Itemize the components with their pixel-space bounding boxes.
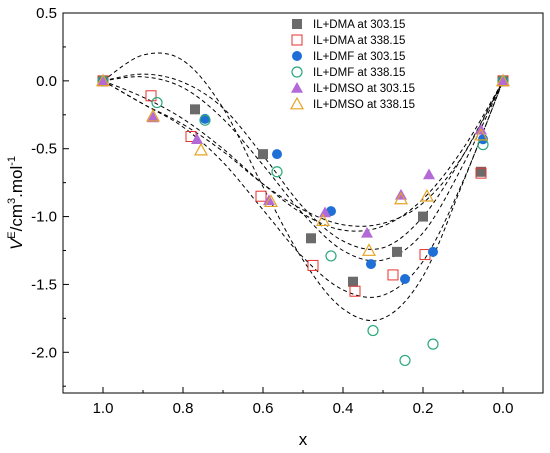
data-point bbox=[95, 73, 111, 87]
data-point bbox=[349, 285, 361, 297]
y-axis-title-unit: /cm bbox=[7, 204, 26, 231]
data-point bbox=[258, 149, 268, 160]
data-point bbox=[191, 133, 203, 145]
legend-label: IL+DMSO at 303.15 bbox=[313, 83, 415, 95]
y-axis-title: VE/cm3.mol-1 bbox=[6, 156, 26, 250]
data-point bbox=[361, 226, 373, 238]
y-tick-label: -0.5 bbox=[31, 141, 57, 158]
data-point bbox=[319, 206, 331, 218]
fit-curves bbox=[102, 52, 504, 322]
legend-label: IL+DMF at 338.15 bbox=[313, 67, 405, 79]
data-point bbox=[428, 246, 438, 257]
legend: IL+DMA at 303.15 IL+DMA at 338.15 IL+DMF a… bbox=[289, 19, 415, 111]
data-point bbox=[393, 191, 409, 205]
legend-marker bbox=[291, 66, 303, 78]
fit-curve bbox=[102, 80, 504, 298]
legend-label: IL+DMF at 303.15 bbox=[313, 51, 405, 63]
fit-curve bbox=[102, 52, 504, 322]
fit-curve bbox=[102, 76, 504, 262]
data-point bbox=[271, 166, 283, 178]
x-tick-label: 0.0 bbox=[493, 400, 514, 417]
data-point bbox=[476, 166, 486, 177]
data-point bbox=[392, 246, 402, 257]
y-axis-title-base: V bbox=[7, 237, 26, 250]
data-point bbox=[193, 142, 209, 156]
data-point bbox=[495, 73, 511, 87]
data-point bbox=[427, 338, 439, 350]
data-point bbox=[255, 190, 267, 202]
data-point bbox=[475, 167, 487, 179]
data-point bbox=[418, 211, 428, 222]
data-point bbox=[199, 114, 211, 126]
x-tick-label: 0.6 bbox=[253, 400, 274, 417]
data-point bbox=[348, 276, 358, 287]
y-axis-title-sup3: -1 bbox=[6, 156, 18, 166]
x-tick-label: 0.8 bbox=[173, 400, 194, 417]
data-point bbox=[423, 168, 435, 180]
plot-frame bbox=[62, 12, 544, 394]
y-axis-title-sup1: E bbox=[6, 231, 18, 238]
legend-label: IL+DMA at 303.15 bbox=[313, 19, 405, 31]
legend-marker bbox=[291, 34, 303, 46]
fit-curve bbox=[102, 80, 504, 227]
legend-marker bbox=[292, 51, 302, 61]
data-point bbox=[497, 74, 509, 86]
data-point bbox=[387, 269, 399, 281]
data-point bbox=[306, 233, 316, 244]
series-points bbox=[97, 74, 509, 238]
data-point bbox=[145, 90, 157, 102]
axes: 1.0 0.8 0.6 0.4 0.2 0.0 0.5 0.0 -0.5 -1.0 -1.5 -2.0 bbox=[31, 5, 544, 417]
fit-curve bbox=[102, 80, 504, 232]
y-tick-label: -1.0 bbox=[31, 209, 57, 226]
x-tick-label: 0.2 bbox=[413, 400, 434, 417]
y-tick-label: 0.5 bbox=[36, 5, 57, 22]
data-point bbox=[97, 74, 109, 86]
data-point bbox=[366, 259, 376, 270]
data-point bbox=[395, 188, 407, 200]
data-point bbox=[419, 188, 435, 202]
y-axis-title-sup2: 3 bbox=[6, 198, 18, 204]
series-points bbox=[97, 75, 509, 367]
data-point bbox=[400, 274, 410, 284]
y-axis-title-mid: .mol bbox=[7, 166, 26, 198]
y-tick-label: -2.0 bbox=[31, 344, 57, 361]
legend-marker bbox=[292, 19, 302, 29]
data-point bbox=[307, 259, 319, 271]
x-tick-label: 1.0 bbox=[93, 400, 114, 417]
data-point bbox=[367, 324, 379, 337]
fit-curve bbox=[102, 73, 504, 250]
legend-marker bbox=[291, 82, 303, 93]
legend-label: IL+DMA at 338.15 bbox=[313, 35, 405, 47]
legend-label: IL+DMSO at 338.15 bbox=[313, 99, 415, 111]
y-tick-label: 0.0 bbox=[36, 73, 57, 90]
data-points bbox=[95, 73, 511, 367]
data-point bbox=[315, 213, 331, 227]
data-point bbox=[151, 96, 163, 109]
data-point bbox=[325, 250, 337, 262]
data-point bbox=[147, 111, 159, 123]
data-point bbox=[190, 104, 200, 115]
y-tick-label: -1.5 bbox=[31, 276, 57, 293]
x-tick-label: 0.4 bbox=[333, 400, 354, 417]
series-points bbox=[95, 73, 511, 256]
data-point bbox=[473, 127, 489, 141]
data-point bbox=[145, 108, 161, 122]
data-point bbox=[263, 194, 279, 208]
data-point bbox=[361, 243, 377, 256]
x-axis-title: x bbox=[299, 430, 308, 449]
data-point bbox=[272, 149, 282, 160]
data-point bbox=[399, 354, 411, 367]
legend-marker bbox=[289, 96, 305, 110]
